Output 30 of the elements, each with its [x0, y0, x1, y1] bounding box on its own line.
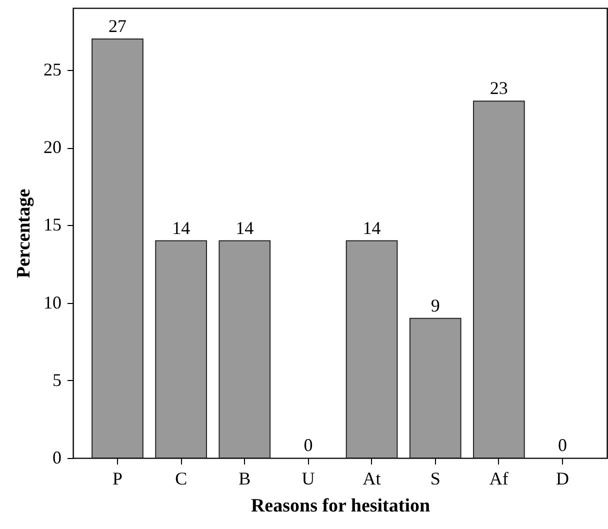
data-label: 14: [362, 218, 381, 238]
x-tick-label: Af: [489, 468, 508, 488]
data-label: 23: [490, 78, 508, 98]
data-label: 9: [430, 295, 440, 316]
data-label: 0: [558, 435, 567, 455]
y-tick-label: 20: [44, 137, 62, 158]
bar: [346, 240, 398, 458]
x-tick-label: B: [238, 468, 251, 488]
y-tick-label: 25: [44, 60, 62, 80]
x-tick-label: C: [175, 468, 188, 488]
bar: [409, 318, 462, 458]
bar: [155, 240, 207, 458]
x-tick-label: P: [112, 468, 123, 488]
x-axis-title: Reasons for hesitation: [250, 496, 430, 516]
x-tick-label: D: [556, 468, 569, 488]
x-tick-label: S: [430, 468, 440, 488]
data-label: 14: [236, 218, 254, 238]
y-tick-label: 0: [52, 448, 62, 468]
y-axis-title: Percentage: [14, 188, 34, 278]
y-tick-label: 15: [44, 214, 62, 235]
data-label: 27: [108, 16, 126, 36]
x-tick-label: At: [362, 468, 381, 488]
bar: [473, 100, 525, 458]
bar: [92, 38, 144, 458]
y-tick-label: 5: [52, 370, 62, 390]
data-label: 0: [304, 435, 313, 455]
x-tick-label: U: [302, 468, 315, 488]
data-label: 14: [172, 218, 190, 238]
y-tick-label: 10: [44, 292, 62, 312]
bar: [218, 240, 271, 458]
